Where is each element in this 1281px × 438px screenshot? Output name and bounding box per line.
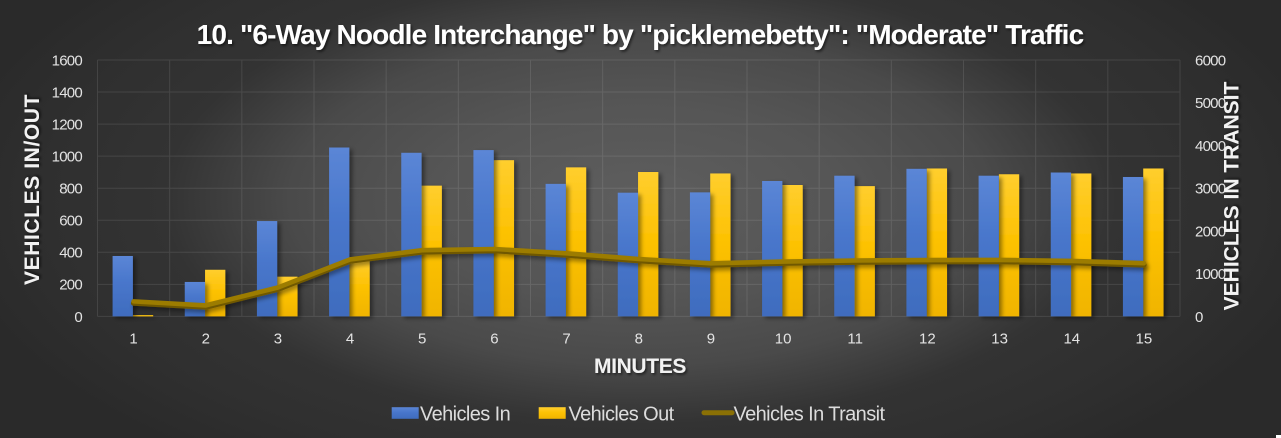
svg-text:6000: 6000 (1195, 52, 1226, 69)
svg-text:VEHICLES IN/OUT: VEHICLES IN/OUT (21, 94, 44, 285)
svg-text:2: 2 (202, 331, 210, 348)
svg-text:2000: 2000 (1195, 223, 1226, 240)
svg-text:5: 5 (418, 331, 426, 348)
svg-text:1: 1 (129, 331, 137, 348)
svg-text:10. "6-Way Noodle Interchange": 10. "6-Way Noodle Interchange" by "pickl… (197, 19, 1084, 50)
svg-text:1600: 1600 (52, 52, 83, 69)
svg-text:15: 15 (1136, 331, 1153, 348)
svg-text:6: 6 (490, 331, 498, 348)
svg-text:3000: 3000 (1195, 181, 1226, 198)
svg-text:1000: 1000 (1195, 266, 1226, 283)
svg-text:4000: 4000 (1195, 138, 1226, 155)
svg-text:Vehicles In: Vehicles In (420, 403, 510, 425)
svg-text:800: 800 (59, 181, 82, 198)
svg-text:Vehicles In Transit: Vehicles In Transit (734, 403, 886, 425)
svg-text:13: 13 (991, 331, 1008, 348)
svg-text:VEHICLES IN TRANSIT: VEHICLES IN TRANSIT (1221, 81, 1244, 310)
svg-text:11: 11 (847, 331, 863, 348)
svg-text:0: 0 (74, 309, 82, 326)
svg-text:1000: 1000 (52, 149, 83, 166)
svg-text:MINUTES: MINUTES (594, 355, 686, 378)
svg-text:5000: 5000 (1195, 95, 1226, 112)
svg-text:200: 200 (59, 277, 82, 294)
svg-text:3: 3 (274, 331, 282, 348)
svg-text:9: 9 (707, 331, 715, 348)
svg-text:14: 14 (1063, 331, 1080, 348)
svg-text:1200: 1200 (52, 117, 83, 134)
svg-text:4: 4 (346, 331, 354, 348)
svg-text:Vehicles Out: Vehicles Out (569, 403, 675, 425)
svg-text:7: 7 (562, 331, 570, 348)
svg-text:1400: 1400 (52, 85, 83, 102)
svg-text:8: 8 (635, 331, 643, 348)
svg-text:600: 600 (59, 213, 82, 230)
svg-text:0: 0 (1195, 309, 1203, 326)
svg-text:400: 400 (59, 245, 82, 262)
svg-text:10: 10 (775, 331, 792, 348)
svg-text:12: 12 (919, 331, 936, 348)
